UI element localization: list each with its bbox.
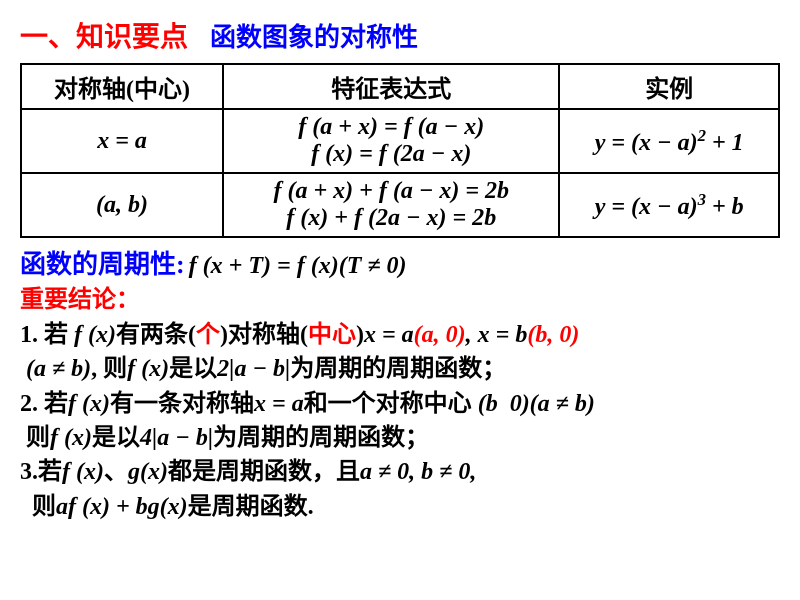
- expr-cell: f (a + x) = f (a − x) f (x) = f (2a − x): [223, 109, 559, 173]
- example-cell: y = (x − a)3 + b: [559, 173, 779, 237]
- text: 3.若: [20, 459, 62, 485]
- text-red: 个: [196, 322, 220, 348]
- text: 、: [104, 459, 128, 485]
- text: )对称轴(: [220, 322, 308, 348]
- periodicity-label: 函数的周期性:: [20, 250, 185, 279]
- expr-cell: f (a + x) + f (a − x) = 2b f (x) + f (2a…: [223, 173, 559, 237]
- col-header-expr: 特征表达式: [223, 64, 559, 109]
- text: 1. 若: [20, 322, 68, 348]
- axis-cell: (a, b): [96, 192, 148, 218]
- text: 是周期函数.: [188, 494, 314, 520]
- table-row: x = a f (a + x) = f (a − x) f (x) = f (2…: [21, 109, 779, 173]
- symmetry-table: 对称轴(中心) 特征表达式 实例 x = a f (a + x) = f (a …: [20, 63, 780, 238]
- axis-cell: x = a: [97, 128, 147, 154]
- text: 为周期的周期函数；: [213, 425, 429, 451]
- text: ): [356, 322, 364, 348]
- text: 是以: [92, 425, 140, 451]
- text: 是以: [169, 356, 217, 382]
- text: , 则: [91, 356, 127, 382]
- subtitle: 函数图象的对称性: [210, 23, 418, 52]
- title-row: 一、知识要点 函数图象的对称性: [20, 15, 780, 55]
- col-header-axis: 对称轴(中心): [21, 64, 223, 109]
- text: 则: [26, 425, 50, 451]
- text: 有一条对称轴: [110, 391, 254, 417]
- text: 都是周期函数，且: [168, 459, 360, 485]
- table-header-row: 对称轴(中心) 特征表达式 实例: [21, 64, 779, 109]
- text: 为周期的周期函数；: [290, 356, 506, 382]
- text: 则: [32, 494, 56, 520]
- conclusions-header: 重要结论：: [20, 284, 780, 316]
- text: ,: [466, 322, 478, 348]
- text-red: 中心: [308, 322, 356, 348]
- text: 2. 若: [20, 391, 68, 417]
- conclusion-1: 1. 若 f (x)有两条(个)对称轴(中心)x = a(a, 0), x = …: [20, 319, 780, 351]
- section-label: 一、知识要点: [20, 22, 188, 53]
- conclusion-3b: 则af (x) + bg(x)是周期函数.: [20, 491, 780, 523]
- text: 有两条(: [116, 322, 196, 348]
- text: 和一个对称中心: [304, 391, 478, 417]
- col-header-example: 实例: [559, 64, 779, 109]
- conclusion-2b: 则f (x)是以4|a − b|为周期的周期函数；: [20, 422, 780, 454]
- periodicity-formula: f (x + T) = f (x)(T ≠ 0): [189, 253, 407, 279]
- conclusion-1b: (a ≠ b), 则f (x)是以2|a − b|为周期的周期函数；: [20, 353, 780, 385]
- example-cell: y = (x − a)2 + 1: [559, 109, 779, 173]
- table-row: (a, b) f (a + x) + f (a − x) = 2b f (x) …: [21, 173, 779, 237]
- conclusion-2: 2. 若f (x)有一条对称轴x = a和一个对称中心 (b 0)(a ≠ b): [20, 388, 780, 420]
- conclusion-3: 3.若f (x)、g(x)都是周期函数，且a ≠ 0, b ≠ 0,: [20, 456, 780, 488]
- periodicity-line: 函数的周期性: f (x + T) = f (x)(T ≠ 0): [20, 244, 780, 282]
